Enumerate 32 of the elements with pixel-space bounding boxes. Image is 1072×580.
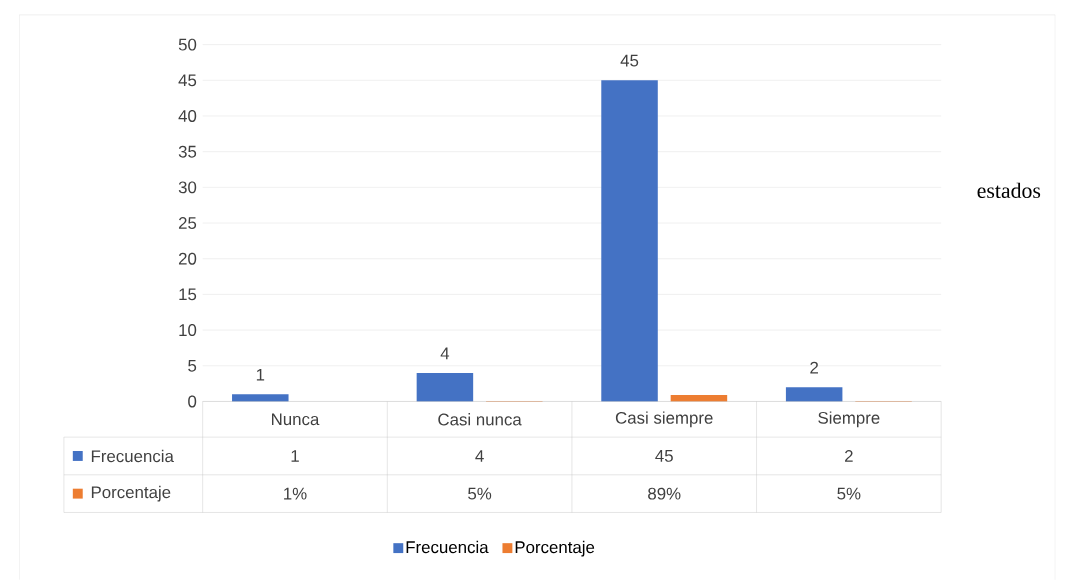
text: estados bbox=[977, 182, 1041, 199]
data-label: 89% bbox=[648, 487, 681, 500]
data-label: 45 bbox=[655, 450, 673, 462]
y-tick-label: 50 bbox=[178, 38, 197, 51]
data-label: 1 bbox=[291, 450, 299, 462]
data-label: 5% bbox=[468, 487, 492, 500]
text: Frecuencia bbox=[406, 540, 489, 554]
data-label: 5% bbox=[837, 487, 861, 500]
text: 4 bbox=[440, 347, 450, 360]
text: 2 bbox=[810, 361, 818, 374]
text: 1 bbox=[256, 369, 265, 381]
x-tick-label: Casi nunca bbox=[438, 413, 522, 426]
y-tick-label: 25 bbox=[178, 217, 197, 230]
x-tick-label: Casi siempre bbox=[615, 411, 713, 428]
x-tick-label: Nunca bbox=[272, 413, 320, 426]
text: Porcentaje bbox=[91, 485, 171, 502]
y-tick-label: 5 bbox=[188, 359, 197, 372]
data-label: 1% bbox=[284, 487, 307, 500]
y-tick-label: 15 bbox=[179, 288, 197, 301]
y-tick-label: 35 bbox=[178, 145, 197, 158]
text: 45 bbox=[620, 54, 639, 67]
x-tick-label: Siempre bbox=[818, 411, 880, 428]
legend-label: Frecuencia bbox=[91, 449, 174, 463]
y-tick-label: 30 bbox=[178, 181, 197, 194]
legend-label: Porcentaje bbox=[515, 540, 595, 557]
data-label: 4 bbox=[475, 450, 484, 462]
y-tick-label: 20 bbox=[178, 252, 197, 265]
y-tick-label: 40 bbox=[178, 110, 197, 123]
y-tick-label: 45 bbox=[178, 74, 197, 87]
data-label: 2 bbox=[845, 450, 853, 462]
y-tick-label: 0 bbox=[188, 395, 197, 408]
y-tick-label: 10 bbox=[179, 324, 197, 337]
